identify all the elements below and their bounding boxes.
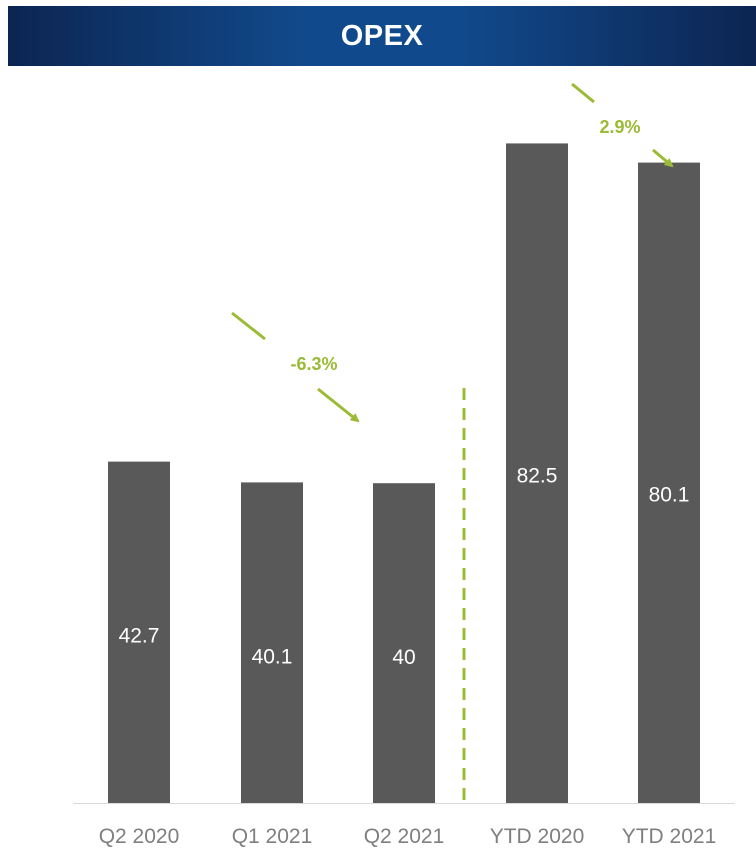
data-label-ytd-2020: 82.5 bbox=[517, 464, 558, 487]
tick-label-q2-2021: Q2 2021 bbox=[364, 825, 445, 848]
tick-label-ytd-2020: YTD 2020 bbox=[490, 825, 585, 848]
change-arrow-tail bbox=[571, 82, 595, 104]
data-label-ytd-2021: 80.1 bbox=[649, 484, 690, 507]
change-annotation-label: 2.9% bbox=[599, 117, 640, 137]
data-label-q1-2021: 40.1 bbox=[252, 645, 293, 668]
tick-label-ytd-2021: YTD 2021 bbox=[622, 825, 717, 848]
data-label-q2-2021: 40 bbox=[392, 646, 415, 669]
bar-q2-2020 bbox=[108, 461, 170, 803]
page-title: OPEX bbox=[340, 19, 424, 52]
change-arrow-icon bbox=[652, 148, 674, 168]
change-annotation-label: -6.3% bbox=[290, 354, 337, 374]
bar-ytd-2021 bbox=[638, 162, 700, 804]
bar-ytd-2020 bbox=[506, 143, 568, 804]
bar-q2-2021 bbox=[373, 483, 435, 803]
title-banner: OPEX bbox=[8, 6, 756, 66]
change-arrow-tail bbox=[231, 311, 266, 341]
bar-q1-2021 bbox=[241, 482, 303, 803]
change-arrow-icon bbox=[317, 387, 360, 423]
tick-label-q1-2021: Q1 2021 bbox=[232, 825, 313, 848]
data-label-q2-2020: 42.7 bbox=[119, 625, 160, 648]
tick-label-q2-2020: Q2 2020 bbox=[99, 825, 180, 848]
